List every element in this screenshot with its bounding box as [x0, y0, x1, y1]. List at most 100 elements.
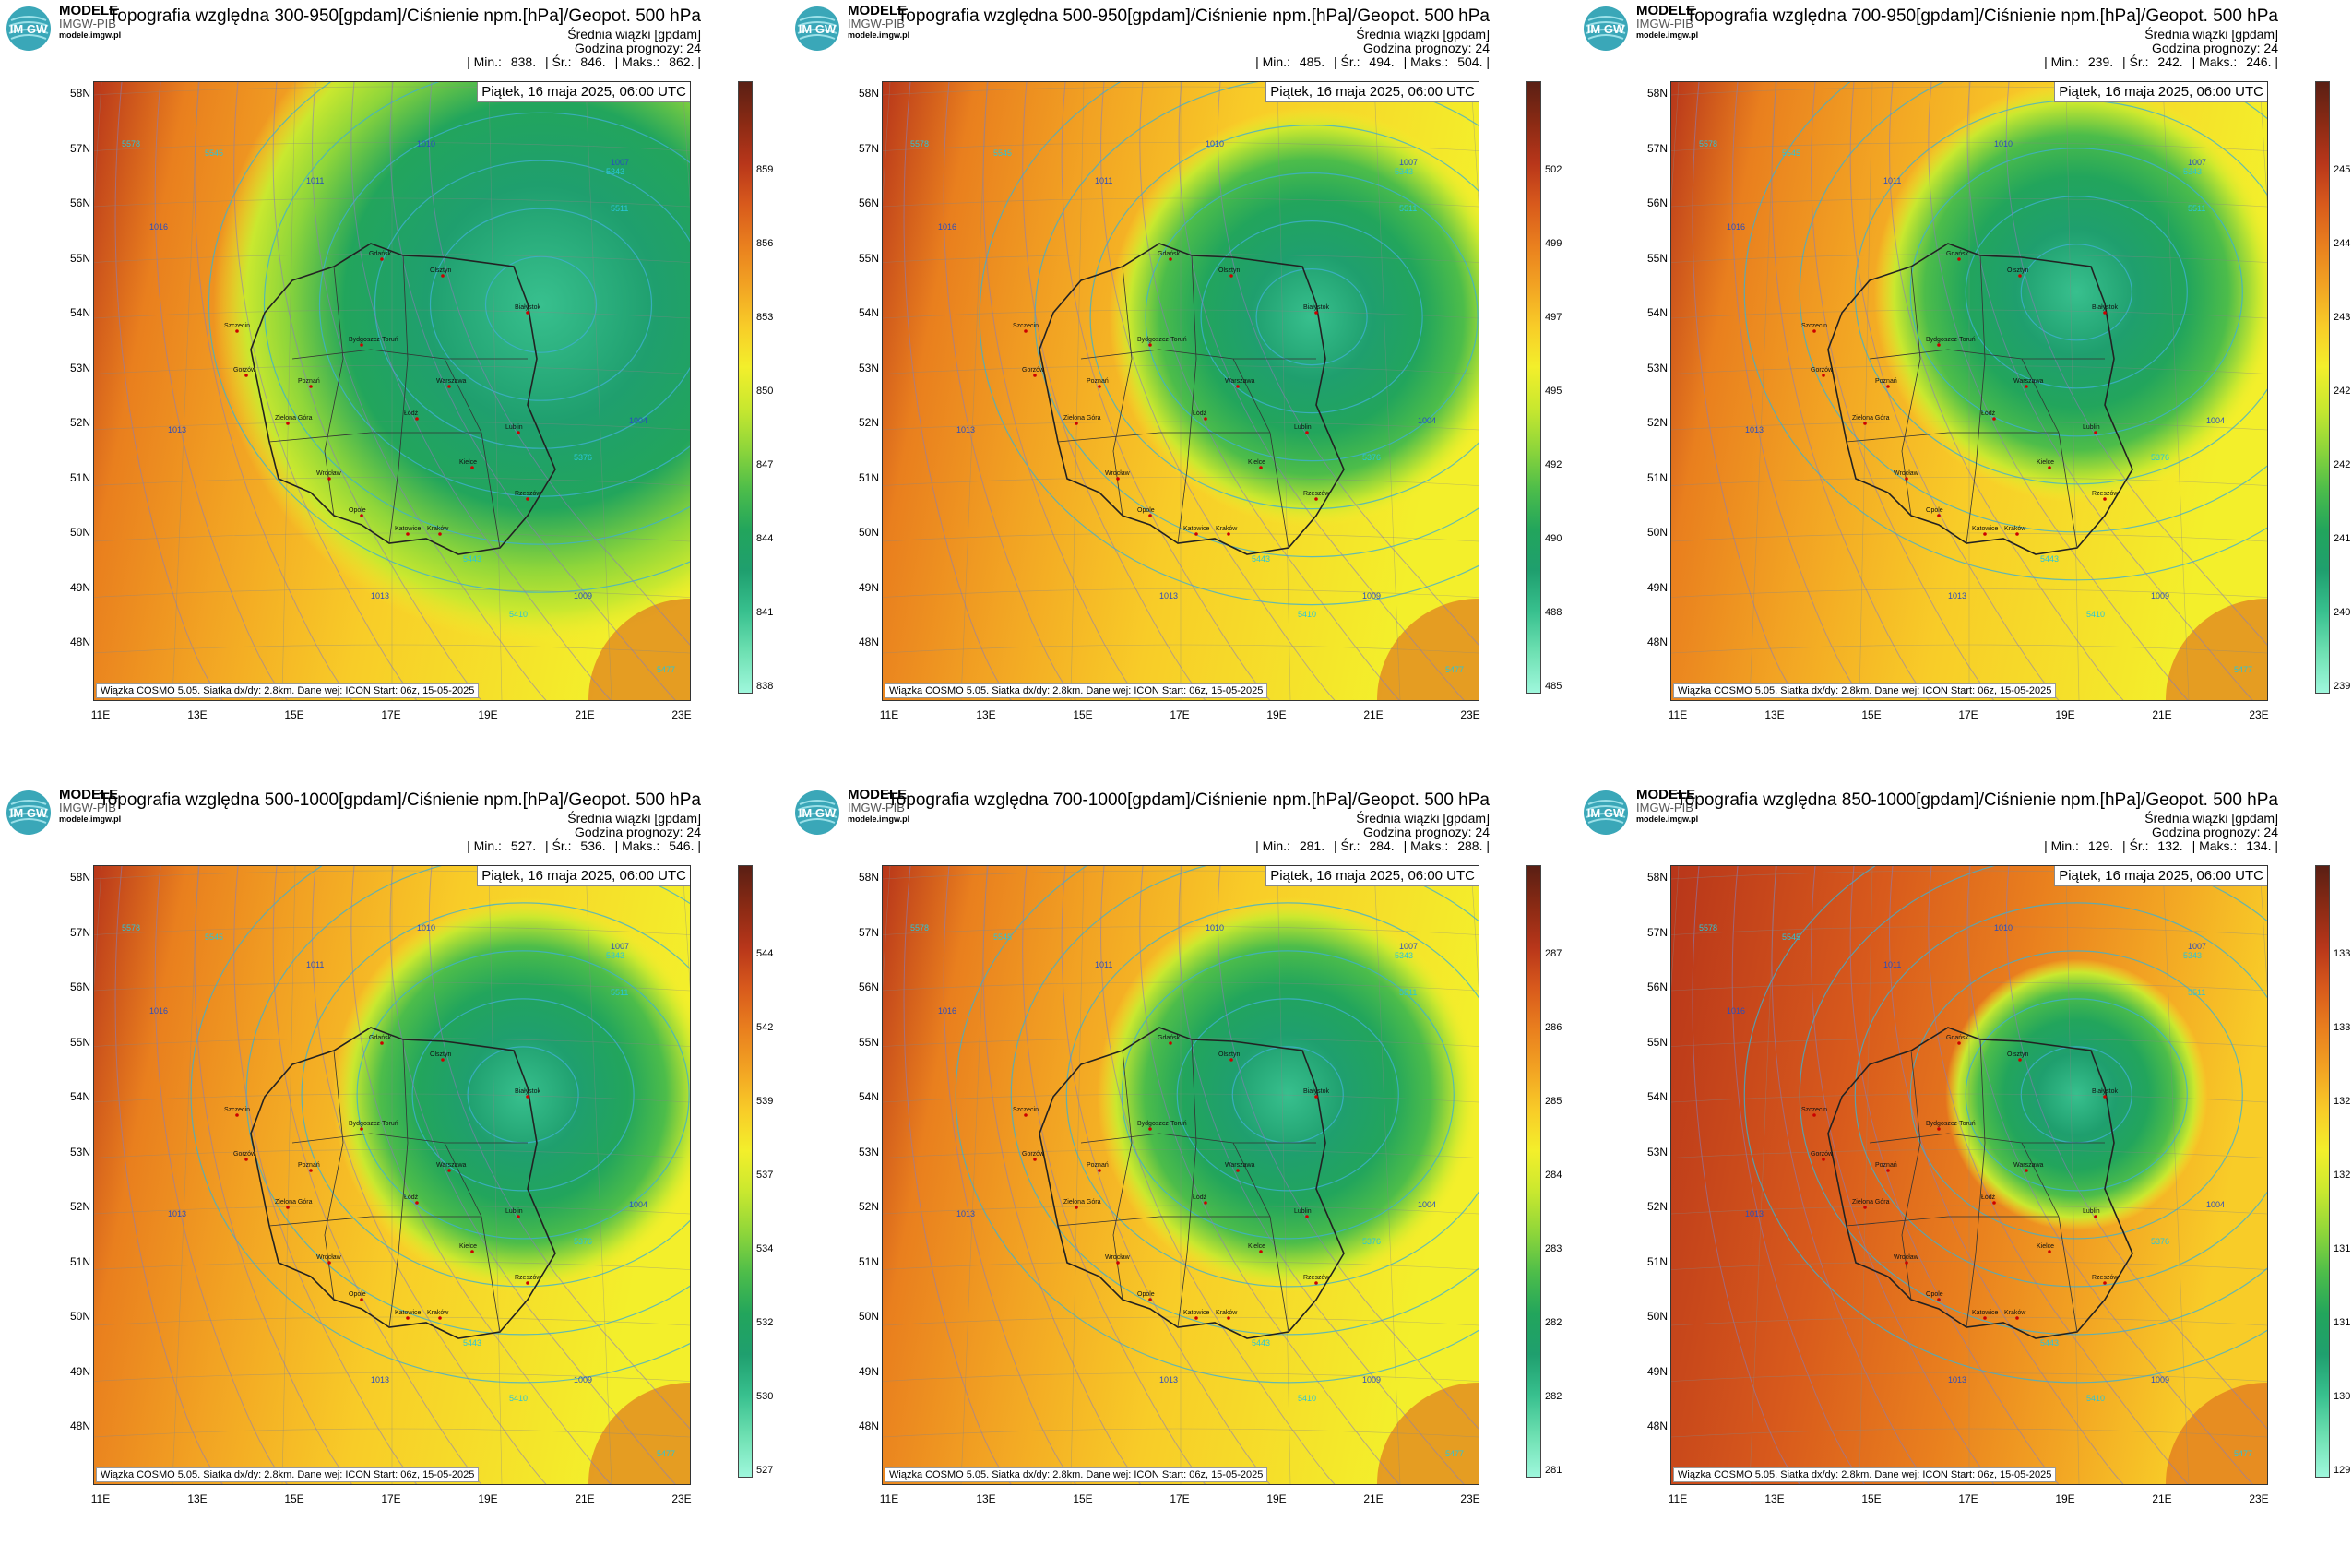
color-scale-tick: 131	[2334, 1243, 2351, 1254]
latitude-label: 49N	[858, 1364, 879, 1378]
city-label: Lublin	[2083, 1208, 2100, 1215]
latitude-label: 54N	[69, 1090, 90, 1103]
longitude-line	[488, 82, 503, 700]
isobar-label: 1010	[1206, 923, 1224, 932]
city-marker	[1229, 1058, 1233, 1062]
city-label: Łódź	[1193, 410, 1207, 417]
map-panel: IM GW MODELE IMGW-PIB modele.imgw.pl Top…	[0, 784, 775, 1568]
longitude-label: 21E	[575, 708, 595, 721]
forecast-map: Gdańsk Olsztyn Szczecin Bydgoszcz-Toruń Biał…	[1670, 865, 2268, 1485]
stat-max-value: 862. |	[669, 54, 701, 69]
country-border	[250, 243, 556, 555]
latitude-label: 57N	[858, 925, 879, 939]
city-marker	[1983, 1316, 1987, 1320]
city-label: Warszawa	[436, 378, 467, 385]
geopotential-label: 5376	[574, 1237, 592, 1246]
geopotential-label: 5410	[509, 610, 528, 619]
color-scale-bar	[2315, 865, 2330, 1478]
stat-max-label: | Maks.:	[1403, 54, 1449, 69]
geopotential-line	[1849, 866, 2084, 1484]
latitude-label: 57N	[1646, 141, 1668, 155]
forecast-map: Gdańsk Olsztyn Szczecin Bydgoszcz-Toruń Biał…	[882, 81, 1479, 701]
geopotential-line	[1811, 82, 2024, 700]
city-label: Gorzów	[233, 367, 256, 374]
longitude-line	[172, 866, 199, 1484]
latitude-label: 52N	[858, 416, 879, 429]
city-marker	[441, 274, 445, 278]
latitude-label: 54N	[858, 306, 879, 319]
longitude-label: 13E	[1764, 1492, 1785, 1505]
longitude-label: 19E	[1266, 708, 1287, 721]
forecast-map: Gdańsk Olsztyn Szczecin Bydgoszcz-Toruń Biał…	[1670, 81, 2268, 701]
city-label: Wrocław	[316, 470, 342, 477]
forecast-date: Piątek, 16 maja 2025, 06:00 UTC	[2054, 82, 2267, 102]
isobar-line	[1854, 902, 2267, 1288]
isobar-label: 1010	[417, 139, 435, 148]
city-marker	[1937, 1298, 1941, 1301]
city-marker	[1992, 417, 1996, 421]
longitude-label: 17E	[1170, 1492, 1190, 1505]
province-border	[1846, 432, 2059, 443]
isobar-line	[263, 82, 690, 545]
longitude-line	[1671, 866, 1680, 989]
brand-institute: IMGW-PIB	[848, 801, 905, 814]
city-label: Opole	[1926, 507, 1943, 514]
longitude-label: 23E	[2249, 708, 2269, 721]
longitude-line	[281, 866, 296, 1484]
stat-avg-value: 242.	[2157, 54, 2183, 69]
isobar-line	[429, 208, 653, 401]
latitude-label: 56N	[69, 980, 90, 993]
city-label: Lublin	[505, 424, 523, 431]
latitude-label: 57N	[1646, 925, 1668, 939]
svg-text:IM GW: IM GW	[10, 22, 48, 36]
isobar-label: 1016	[149, 222, 168, 232]
stat-min-label: | Min.:	[1255, 54, 1290, 69]
imgw-logo: IM GW	[6, 6, 52, 52]
geopotential-line	[114, 82, 269, 700]
latitude-label: 51N	[1646, 1254, 1668, 1268]
geopotential-label: 5376	[2151, 453, 2169, 462]
longitude-line	[1749, 82, 1776, 700]
svg-text:IM GW: IM GW	[1587, 22, 1625, 36]
brand-name: MODELE	[59, 787, 119, 802]
isobar-label: 1004	[2206, 1200, 2225, 1209]
city-marker	[438, 532, 442, 536]
city-label: Lublin	[1294, 1208, 1312, 1215]
isobar-line	[955, 866, 1479, 1384]
geopotential-line	[428, 82, 690, 646]
city-label: Łódź	[1193, 1194, 1207, 1201]
color-scale-tick: 240	[2334, 607, 2351, 618]
city-label: Gdańsk	[369, 251, 392, 257]
city-marker	[526, 1281, 529, 1285]
city-marker	[1075, 422, 1078, 425]
longitude-line	[94, 866, 102, 989]
color-scale-tick: 850	[756, 386, 774, 397]
longitude-label: 23E	[1460, 1492, 1480, 1505]
longitude-line	[585, 82, 612, 700]
geopotential-line	[943, 82, 1117, 700]
latitude-label: 55N	[1646, 251, 1668, 265]
city-label: Lublin	[2083, 424, 2100, 431]
city-marker	[1194, 1316, 1198, 1320]
stat-min-value: 281.	[1299, 838, 1325, 853]
city-label: Kielce	[459, 459, 477, 466]
geopotential-line	[114, 866, 269, 1484]
geopotential-line	[428, 866, 690, 1430]
latitude-label: 55N	[69, 1035, 90, 1049]
city-marker	[1314, 311, 1318, 315]
color-scale-tick: 130	[2334, 1391, 2351, 1402]
geopotential-line	[1889, 82, 2143, 700]
isobar-label: 1013	[1948, 591, 1966, 600]
latitude-label: 56N	[858, 196, 879, 209]
city-marker	[360, 343, 363, 347]
color-scale-bar	[738, 81, 753, 694]
latitude-label: 50N	[69, 1310, 90, 1323]
color-scale-tick: 492	[1545, 459, 1562, 470]
isobar-line	[1176, 998, 1399, 1192]
province-border	[388, 1039, 409, 1328]
city-marker	[1905, 1261, 1908, 1265]
city-label: Bydgoszcz-Toruń	[1926, 337, 1976, 343]
city-marker	[1937, 514, 1941, 517]
city-marker	[1024, 329, 1028, 333]
province-border	[1901, 266, 1921, 517]
